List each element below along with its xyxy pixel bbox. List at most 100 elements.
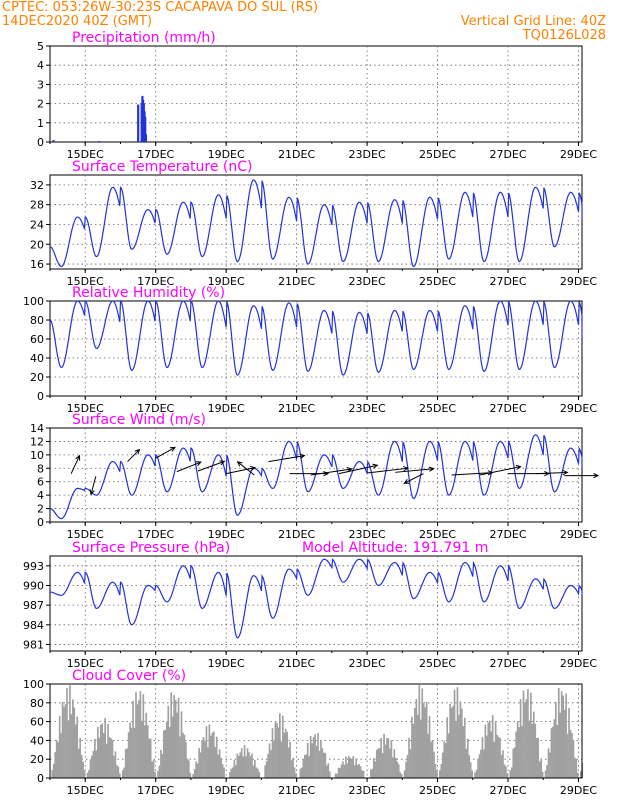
cloud-bar <box>104 717 106 778</box>
cloud-bar <box>491 715 494 778</box>
chart-header: CPTEC: 053:26W-30:23S CACAPAVA DO SUL (R… <box>0 0 618 50</box>
cloud-bar <box>154 771 156 778</box>
model-id: TQ0126L028 <box>522 28 606 43</box>
wind-arrow <box>155 446 176 459</box>
x-tick-label: 19DEC <box>208 784 245 797</box>
cloud-bar <box>214 747 217 778</box>
panel-frame <box>49 555 583 652</box>
x-tick-label: 21DEC <box>278 148 315 161</box>
cloud-bar <box>145 712 148 778</box>
panel-title: Cloud Cover (%) <box>72 668 186 684</box>
cloud-bar <box>525 699 528 778</box>
cloud-bar <box>431 740 434 778</box>
wind-arrow <box>268 455 305 463</box>
cloud-bar <box>497 736 500 778</box>
cloud-bar <box>314 734 316 778</box>
x-tick-label: 17DEC <box>137 528 174 541</box>
wind-arrow <box>176 461 202 473</box>
cloud-bar <box>146 725 149 778</box>
cloud-bar <box>468 755 471 778</box>
cloud-bar <box>251 753 253 778</box>
x-tick-label: 17DEC <box>137 148 174 161</box>
cloud-bar <box>239 752 242 778</box>
cloud-bar <box>277 727 280 778</box>
cloud-bar <box>556 724 559 778</box>
cloud-bar <box>512 748 515 778</box>
cloud-bar <box>77 748 80 778</box>
cloud-bar <box>449 703 451 778</box>
cloud-bar <box>52 763 55 778</box>
wind-arrow-head <box>89 489 95 496</box>
cloud-bar <box>531 723 534 778</box>
wind-arrow <box>404 473 424 484</box>
cloud-bar <box>107 723 109 778</box>
cloud-bar <box>374 761 377 778</box>
x-tick-label: 15DEC <box>67 784 104 797</box>
cloud-bar <box>83 770 86 778</box>
y-tick-label: 8 <box>37 462 44 475</box>
cloud-bar <box>236 753 239 778</box>
cloud-bar <box>372 758 375 778</box>
cloud-bar <box>76 716 79 778</box>
cloud-bar <box>136 704 139 778</box>
y-tick-label: 4 <box>37 489 44 502</box>
cloud-bar <box>99 724 102 778</box>
cloud-bar <box>463 717 466 778</box>
cloud-bar <box>160 749 162 778</box>
wind-arrow-head <box>515 464 522 471</box>
cloud-bar <box>276 723 278 778</box>
cloud-bar <box>535 738 538 778</box>
x-tick-label: 23DEC <box>349 784 386 797</box>
wind-arrow <box>90 476 97 495</box>
cloud-bar <box>218 749 221 778</box>
wind-arrow-head <box>236 461 243 467</box>
x-tick-label: 17DEC <box>137 657 174 670</box>
y-tick-label: 5 <box>37 40 44 53</box>
panel-annotation: Model Altitude: 191.791 m <box>302 540 488 556</box>
cloud-bar <box>88 770 90 778</box>
cloud-bar <box>408 737 410 778</box>
cloud-bar <box>380 737 382 778</box>
series-line <box>49 179 583 268</box>
cloud-bar <box>574 757 576 778</box>
cloud-bar <box>193 769 196 778</box>
cloud-bar <box>148 738 151 778</box>
cloud-bar <box>443 740 446 778</box>
x-tick-label: 27DEC <box>489 784 526 797</box>
cloud-bar <box>289 741 291 778</box>
cloud-bar <box>521 726 523 778</box>
x-tick-label: 29DEC <box>560 402 597 415</box>
cloud-bar <box>308 756 311 778</box>
precip-bar <box>137 104 140 142</box>
cloud-bar <box>64 704 67 778</box>
cloud-bar <box>462 726 465 778</box>
cloud-bar <box>168 727 171 778</box>
cloud-bar <box>179 736 181 778</box>
cloud-bar <box>459 701 462 778</box>
cloud-bar <box>127 732 130 778</box>
cloud-bar <box>176 712 178 778</box>
wind-arrow-head <box>169 446 176 452</box>
cloud-bar <box>254 760 256 778</box>
x-tick-label: 15DEC <box>67 657 104 670</box>
cloud-bar <box>73 707 76 778</box>
cloud-bar <box>167 705 170 778</box>
cloud-bar <box>234 765 237 778</box>
cloud-bar <box>481 736 484 778</box>
cloud-bar <box>70 714 73 778</box>
cloud-bar <box>96 726 99 778</box>
cloud-bar <box>270 750 272 778</box>
cloud-bar <box>577 772 579 778</box>
y-tick-label: 20 <box>30 371 44 384</box>
cloud-bar <box>538 761 541 778</box>
cloud-bar <box>389 748 391 778</box>
panel-2: 16 20 24 28 32 15DEC 17DEC 19DEC 21DEC 23DEC 25DEC… <box>30 159 597 288</box>
cloud-bar <box>101 723 104 778</box>
y-tick-label: 10 <box>30 449 44 462</box>
panel-frame <box>49 300 583 397</box>
wind-arrow-head <box>402 466 410 472</box>
panel-3: 0 20 40 60 80 100 15DEC 17DEC 19DEC 21DEC 23DEC 25D… <box>23 285 597 415</box>
cloud-bar <box>185 741 187 778</box>
y-tick-label: 981 <box>23 638 44 651</box>
panel-frame <box>49 45 583 143</box>
